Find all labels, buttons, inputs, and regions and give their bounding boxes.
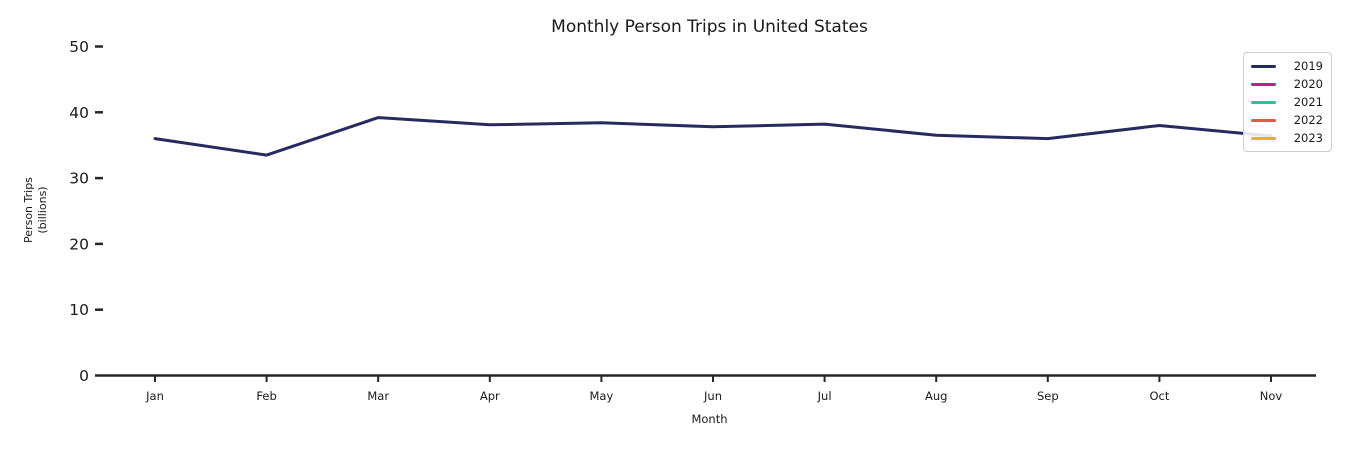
legend-item-2023: 2023	[1251, 131, 1323, 145]
legend-label-2020: 2020	[1293, 77, 1323, 91]
x-tick-label: Jun	[703, 389, 722, 403]
legend-item-2020: 2020	[1251, 77, 1323, 91]
y-tick-label: 10	[69, 301, 89, 319]
legend-item-2021: 2021	[1251, 95, 1323, 109]
x-tick-label: Oct	[1149, 389, 1169, 403]
legend-label-2023: 2023	[1293, 131, 1323, 145]
x-tick-label: Aug	[925, 389, 947, 403]
x-tick-label: May	[590, 389, 614, 403]
y-tick-label: 0	[79, 367, 89, 385]
y-tick-label: 50	[69, 38, 89, 56]
legend-swatch-2021	[1251, 100, 1276, 104]
y-tick-label: 40	[69, 104, 89, 122]
y-tick-label: 30	[69, 170, 89, 188]
x-tick-label: Nov	[1260, 389, 1283, 403]
x-axis-label: Month	[691, 412, 728, 426]
x-tick-label: Jan	[145, 389, 164, 403]
x-tick-label: Sep	[1037, 389, 1059, 403]
x-tick-label: Feb	[256, 389, 276, 403]
legend-label-2022: 2022	[1293, 113, 1323, 127]
chart-title: Monthly Person Trips in United States	[551, 17, 868, 37]
x-tick-label: Jul	[817, 389, 832, 403]
legend-swatch-2022	[1251, 118, 1276, 122]
legend: 2019 2020 2021 2022 2023	[1243, 52, 1332, 152]
legend-item-2019: 2019	[1251, 59, 1323, 73]
legend-item-2022: 2022	[1251, 113, 1323, 127]
x-tick-label: Mar	[367, 389, 389, 403]
x-tick-label: Apr	[480, 389, 500, 403]
legend-swatch-2019	[1251, 64, 1276, 68]
legend-swatch-2020	[1251, 82, 1276, 86]
legend-label-2019: 2019	[1293, 59, 1323, 73]
y-tick-label: 20	[69, 235, 89, 253]
series-line-2019	[153, 116, 1273, 157]
legend-swatch-2023	[1251, 136, 1276, 140]
legend-label-2021: 2021	[1293, 95, 1323, 109]
